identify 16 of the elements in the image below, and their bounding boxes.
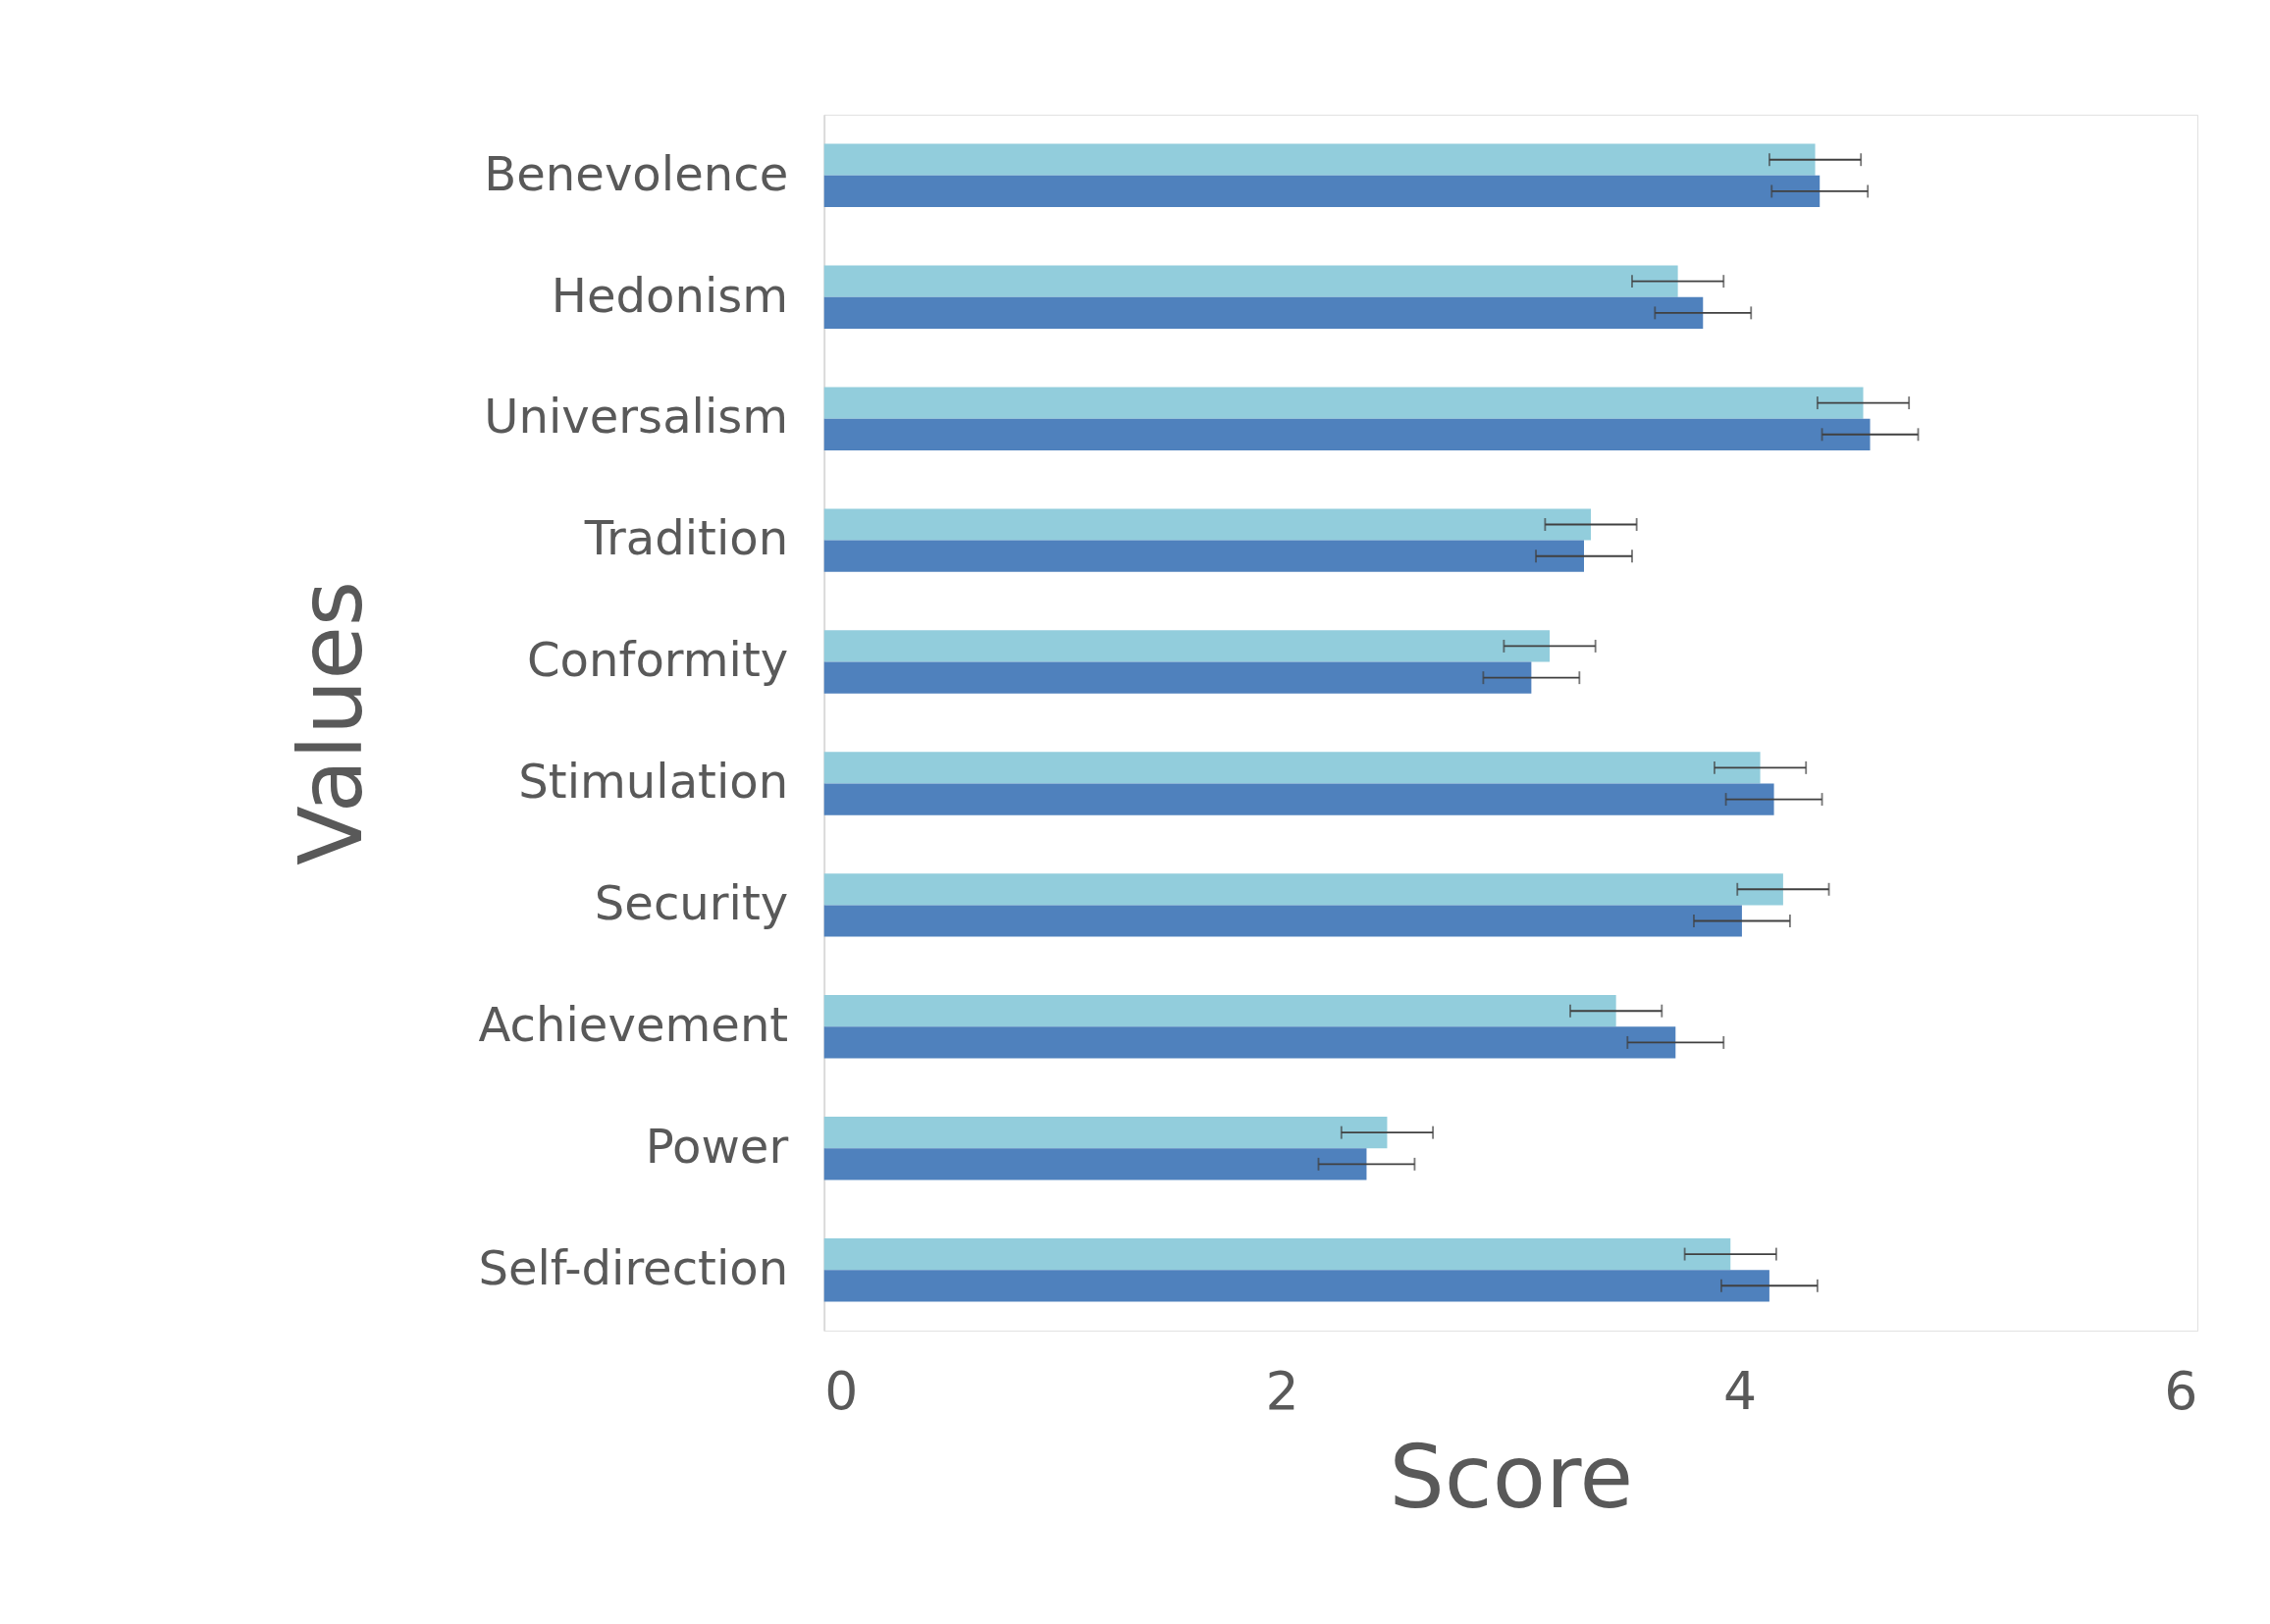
y-tick-label: Self-direction [478,1239,789,1295]
x-tick-label: 2 [1265,1360,1299,1423]
x-axis-title: Score [1389,1427,1634,1529]
y-tick-label: Conformity [527,632,789,688]
x-tick-label: 0 [824,1360,859,1423]
y-tick-label: Power [645,1119,789,1175]
y-axis-title: Values [280,580,382,865]
x-tick-label: 4 [1722,1360,1758,1423]
y-tick-label: Universalism [484,389,789,445]
y-tick-label: Benevolence [484,145,789,201]
y-tick-label: Tradition [583,510,789,566]
y-tick-label: Security [594,875,789,931]
x-tick-label: 6 [2164,1360,2198,1423]
y-tick-label: Hedonism [551,267,789,323]
y-tick-label: Achievement [478,997,789,1053]
y-tick-label: Stimulation [518,754,789,810]
